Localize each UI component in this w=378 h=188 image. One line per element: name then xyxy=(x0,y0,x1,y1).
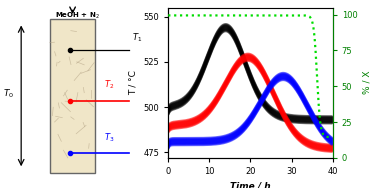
Text: $T_2$: $T_2$ xyxy=(104,79,115,91)
Bar xyxy=(50,19,95,173)
Text: $T_1$: $T_1$ xyxy=(132,32,142,44)
X-axis label: Time / h: Time / h xyxy=(230,181,271,188)
Text: $T_3$: $T_3$ xyxy=(104,131,115,143)
Text: MeOH + N$_2$: MeOH + N$_2$ xyxy=(55,10,99,20)
Y-axis label: T / °C: T / °C xyxy=(129,70,138,95)
Y-axis label: % / X: % / X xyxy=(363,71,372,94)
Text: $T_0$: $T_0$ xyxy=(3,88,14,100)
